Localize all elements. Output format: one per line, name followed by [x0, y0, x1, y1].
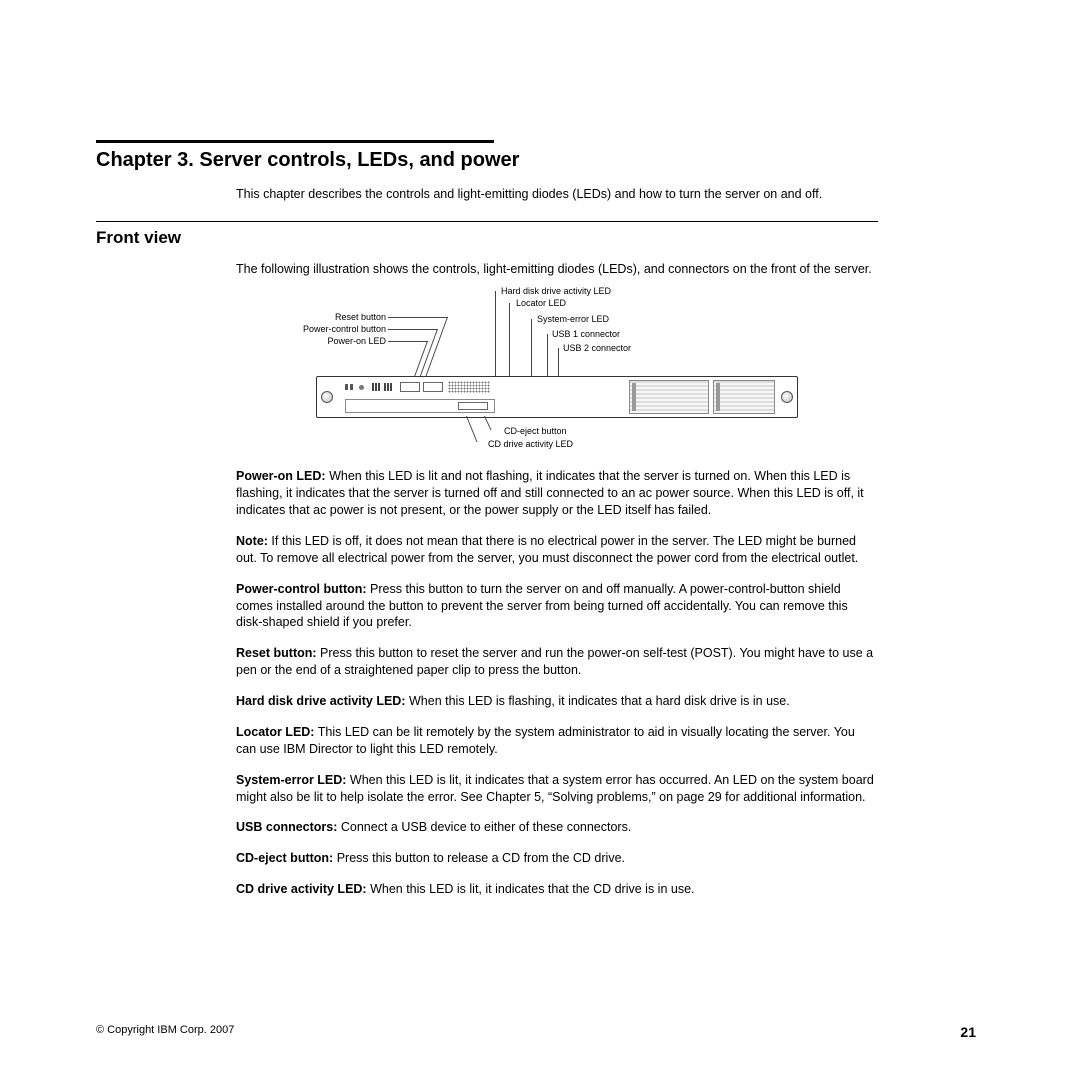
- def-text: This LED can be lit remotely by the syst…: [236, 725, 855, 756]
- label-cd-activity: CD drive activity LED: [488, 439, 573, 449]
- label-power-on-led: Power-on LED: [327, 336, 386, 346]
- def-label: CD drive activity LED:: [236, 882, 367, 896]
- label-locator: Locator LED: [516, 298, 566, 308]
- chapter-intro: This chapter describes the controls and …: [236, 186, 856, 203]
- def-text: Press this button to release a CD from t…: [333, 851, 625, 865]
- def-label: Locator LED:: [236, 725, 314, 739]
- chapter-title: Chapter 3. Server controls, LEDs, and po…: [96, 149, 970, 172]
- section-title: Front view: [96, 228, 970, 248]
- def-text: If this LED is off, it does not mean tha…: [236, 534, 858, 565]
- def-text: When this LED is lit, it indicates that …: [367, 882, 695, 896]
- cd-drive: [345, 399, 495, 413]
- drive-bay-1: [629, 380, 709, 414]
- page: Chapter 3. Server controls, LEDs, and po…: [0, 0, 1080, 898]
- label-cd-eject: CD-eject button: [504, 426, 567, 436]
- server-chassis: [316, 376, 798, 418]
- label-usb1: USB 1 connector: [552, 329, 620, 339]
- def-note: Note: If this LED is off, it does not me…: [236, 533, 876, 567]
- section-rule: [96, 221, 878, 223]
- def-power-on-led: Power-on LED: When this LED is lit and n…: [236, 468, 876, 519]
- def-cd-activity: CD drive activity LED: When this LED is …: [236, 881, 876, 898]
- def-label: Power-control button:: [236, 582, 367, 596]
- body-column: The following illustration shows the con…: [236, 261, 876, 898]
- def-system-error-led: System-error LED: When this LED is lit, …: [236, 772, 876, 806]
- label-power-ctrl: Power-control button: [303, 324, 386, 334]
- def-usb-connectors: USB connectors: Connect a USB device to …: [236, 819, 876, 836]
- def-text: Connect a USB device to either of these …: [337, 820, 631, 834]
- def-power-control-button: Power-control button: Press this button …: [236, 581, 876, 632]
- def-label: USB connectors:: [236, 820, 337, 834]
- footer-copyright: © Copyright IBM Corp. 2007: [96, 1024, 234, 1040]
- def-cd-eject: CD-eject button: Press this button to re…: [236, 850, 876, 867]
- label-sys-error: System-error LED: [537, 314, 609, 324]
- def-text: When this LED is lit and not flashing, i…: [236, 469, 864, 517]
- page-footer: © Copyright IBM Corp. 2007 21: [96, 1024, 976, 1040]
- section-lead: The following illustration shows the con…: [236, 261, 876, 278]
- front-panel-strip: [345, 380, 627, 395]
- def-label: System-error LED:: [236, 773, 346, 787]
- label-hdd-led: Hard disk drive activity LED: [501, 286, 611, 296]
- label-reset: Reset button: [335, 312, 386, 322]
- label-usb2: USB 2 connector: [563, 343, 631, 353]
- def-text: When this LED is flashing, it indicates …: [406, 694, 790, 708]
- def-label: CD-eject button:: [236, 851, 333, 865]
- def-hdd-led: Hard disk drive activity LED: When this …: [236, 693, 876, 710]
- front-view-diagram: Hard disk drive activity LED Locator LED…: [236, 286, 836, 456]
- def-label: Power-on LED:: [236, 469, 326, 483]
- def-label: Hard disk drive activity LED:: [236, 694, 406, 708]
- drive-bay-2: [713, 380, 775, 414]
- def-label: Reset button:: [236, 646, 317, 660]
- footer-page-number: 21: [960, 1024, 976, 1040]
- def-locator-led: Locator LED: This LED can be lit remotel…: [236, 724, 876, 758]
- def-label: Note:: [236, 534, 268, 548]
- chapter-rule: [96, 140, 494, 143]
- def-reset-button: Reset button: Press this button to reset…: [236, 645, 876, 679]
- def-text: Press this button to reset the server an…: [236, 646, 873, 677]
